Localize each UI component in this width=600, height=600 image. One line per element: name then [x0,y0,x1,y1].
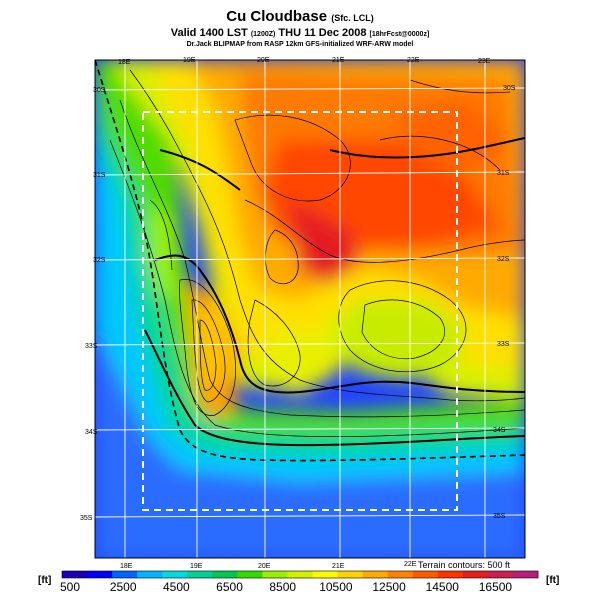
colorbar-labels: 500 2500 4500 6500 8500 10500 12500 14500 16500 [0,580,600,596]
lat-label-left-3: 32S [93,257,106,264]
lat-label-left-1: 30S [93,87,106,94]
map-title: Cu Cloudbase (Sfc. LCL) [0,8,600,25]
colorbar-swatch [387,571,414,578]
model-credit: Dr.Jack BLIPMAP from RASP 12km GFS-initi… [186,41,414,48]
lat-label-right-4: 33S [497,341,510,348]
colorbar-swatch [112,571,138,578]
lon-label-top-6: 23E [478,58,491,65]
valid-prefix: Valid 1400 LST [170,27,248,39]
terrain-contours [109,69,525,437]
colorbar-swatch [137,571,163,578]
colorbar-label: 12500 [372,580,406,594]
colorbar-label: 500 [59,580,81,594]
graticule [95,60,525,558]
lat-label-left-2: 31S [93,172,106,179]
colorbar-label: 14500 [425,580,459,594]
lon-label-bottom-2: 19E [190,563,203,570]
valid-suffix: [18hrFcst@0000z] [369,31,430,38]
lat-label-right-6: 35S [493,513,506,520]
inner-domain-box [142,111,458,511]
lat-label-left-4: 33S [85,343,98,350]
lon-label-bottom-5: 22E [404,561,417,568]
title-sub: (Sfc. LCL) [331,13,374,23]
colorbar-swatch [162,571,188,578]
lon-label-top-5: 22E [407,57,420,64]
colorbar-swatch [512,571,539,578]
lat-label-right-5: 34S [493,427,506,434]
lon-label-top-2: 19E [183,57,196,64]
lon-label-top-3: 20E [257,57,270,64]
lat-label-right-3: 32S [497,256,510,263]
map-panel [95,60,525,558]
valid-time: Valid 1400 LST (1200Z) THU 11 Dec 2008 [… [0,27,600,39]
colorbar-swatch [87,571,113,578]
colorbar-swatch [337,571,364,578]
colorbar-swatch [287,571,313,578]
colorbar-swatch [487,571,514,578]
colorbar-label: 8500 [269,580,297,594]
colorbar-label: 2500 [109,580,137,594]
map-frame [94,59,526,559]
terrain-contour-note: Terrain contours: 500 ft [417,560,510,570]
colorbar-swatch [437,571,464,578]
lat-label-right-1: 30S [503,85,516,92]
colorbar-swatch [262,571,288,578]
colorbar-label: 4500 [162,580,190,594]
map-labels: 18E 19E 20E 21E 22E 23E 18E 19E 20E 21E … [80,57,516,570]
lon-label-bottom-4: 21E [332,563,345,570]
colorbar-swatch [212,571,238,578]
lon-label-top-1: 18E [118,59,131,66]
colorbar-label: 10500 [319,580,353,594]
valid-code: (1200Z) [250,31,276,38]
title-main: Cu Cloudbase [226,8,328,25]
colorbar-swatch [62,571,88,578]
colorbar-swatch [412,571,439,578]
lat-label-right-2: 31S [497,170,510,177]
colorbar-swatch [312,571,338,578]
valid-date: THU 11 Dec 2008 [278,27,367,39]
lon-label-bottom-1: 18E [120,563,133,570]
lat-label-left-6: 35S [80,515,93,522]
lat-label-left-5: 34S [85,429,98,436]
colorbar-swatch [187,571,213,578]
colorbar-unit-left: [ft] [38,575,52,586]
bold-contours [144,137,525,447]
colorbar-swatch [362,571,389,578]
lon-label-top-4: 21E [332,57,345,64]
colorbar-swatch [462,571,489,578]
colorbar-unit-right: [ft] [546,575,560,586]
cloudbase-field [95,60,525,558]
colorbar-frame [61,570,539,579]
colorbar-label: 16500 [478,580,513,594]
colorbar-label: 6500 [216,580,243,594]
lon-label-bottom-3: 20E [258,563,271,570]
colorbar [61,570,539,579]
colorbar-swatch [237,571,263,578]
